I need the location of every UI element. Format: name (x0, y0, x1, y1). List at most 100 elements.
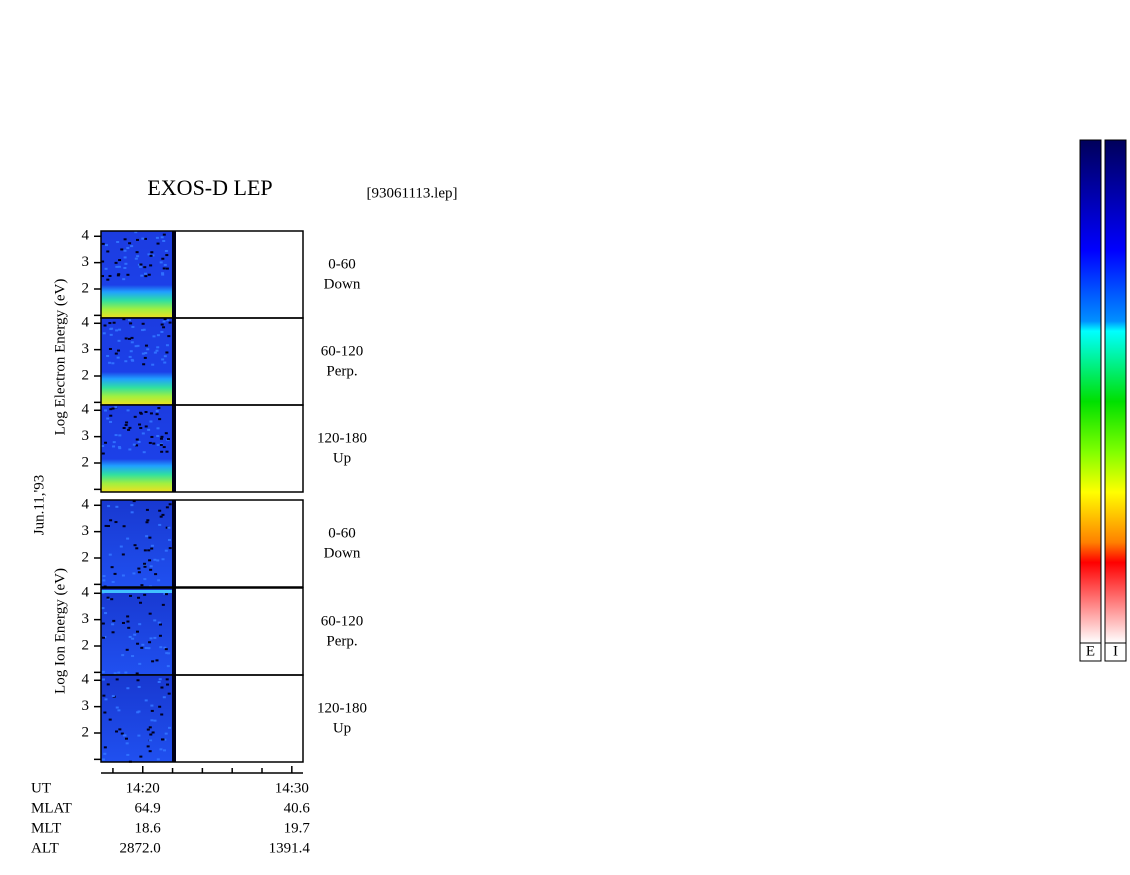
spectrogram-speckle (109, 408, 113, 411)
spectrogram-speckle (112, 445, 116, 448)
spectrogram-speckle (141, 352, 145, 355)
spectrogram-speckle (139, 755, 143, 758)
spectrogram-speckle (124, 360, 128, 363)
spectrogram-speckle (140, 584, 144, 587)
spectrogram-speckle (141, 322, 145, 325)
spectrogram-speckle (135, 438, 139, 441)
spectrogram-speckle (146, 745, 150, 748)
spectrogram-speckle (142, 363, 146, 366)
spectrogram-speckle (103, 746, 107, 749)
spectrogram-speckle (128, 355, 132, 358)
spectrogram-speckle (109, 519, 113, 522)
direction: Up (333, 720, 351, 736)
spectrogram-speckle (162, 233, 166, 236)
spectrogram-speckle (123, 266, 127, 269)
spectrogram-speckle (143, 266, 147, 269)
y-tick-label: 2 (82, 280, 90, 296)
spectrogram-speckle (111, 623, 115, 626)
spectrogram-speckle (137, 567, 141, 570)
spectrogram-speckle (129, 322, 133, 325)
spectrogram-speckle (142, 451, 146, 454)
spectrogram-speckle (153, 351, 157, 354)
spectrogram-speckle (160, 330, 164, 333)
orbit-value: 1391.4 (269, 840, 311, 856)
spectrogram-speckle (163, 738, 167, 741)
spectrogram-speckle (157, 621, 161, 624)
spectrogram-speckle (145, 521, 149, 524)
spectrogram-speckle (151, 660, 155, 663)
spectrogram-speckle (147, 273, 151, 276)
spectrogram-speckle (146, 348, 150, 351)
spectrogram-speckle (131, 325, 135, 328)
spectrogram-speckle (101, 622, 105, 625)
spectrogram-speckle (164, 549, 168, 552)
spectrogram-speckle (162, 267, 166, 270)
spectrogram-speckle (126, 620, 130, 623)
spectrogram-speckle (155, 236, 159, 239)
spectrogram-speckle (163, 318, 167, 321)
y-tick-label: 3 (82, 254, 90, 270)
panel-frame (100, 674, 304, 763)
spectrogram-speckle (145, 508, 149, 511)
spectrogram-speckle (136, 238, 140, 241)
spectrogram-speckle (114, 434, 118, 437)
orbit-label: MLAT (31, 800, 72, 816)
spectrogram-speckle (132, 443, 136, 446)
spectrogram-speckle (150, 704, 154, 707)
spectrogram-speckle (143, 564, 147, 567)
spectrogram-speckle (108, 322, 112, 325)
spectrogram-speckle (117, 349, 121, 352)
spectrogram-speckle (151, 363, 155, 366)
spectrogram-speckle (162, 326, 166, 329)
spectrogram-speckle (141, 643, 145, 646)
spectrogram-speckle (156, 559, 160, 562)
y-tick-label: 4 (82, 315, 90, 331)
spectrogram-speckle (137, 710, 141, 713)
spectrogram (101, 318, 172, 405)
spectrogram-speckle (156, 443, 160, 446)
spectrogram-speckle (121, 621, 125, 624)
spectrogram-speckle (165, 450, 169, 453)
spectrogram-speckle (111, 631, 115, 634)
spectrogram-speckle (164, 593, 168, 596)
spectrogram-speckle (136, 344, 140, 347)
file-name: [93061113.lep] (367, 185, 458, 201)
y-tick-label: 4 (82, 497, 90, 513)
spectrogram-speckle (145, 535, 149, 538)
spectrogram-speckle (153, 558, 157, 561)
spectrogram-speckle (114, 521, 118, 524)
spectrogram-speckle (135, 444, 139, 447)
spectrogram-speckle (147, 549, 151, 552)
spectrogram-speckle (125, 421, 129, 424)
spectrogram-speckle (160, 323, 164, 326)
spectrogram-speckle (120, 248, 124, 251)
spectrogram-band (101, 590, 172, 593)
spectrogram-speckle (143, 549, 147, 552)
spectrogram-speckle (101, 607, 105, 610)
spectrogram-speckle (159, 748, 163, 751)
spectrogram-speckle (123, 249, 127, 252)
spectrogram-speckle (147, 253, 151, 256)
spectrogram-speckle (128, 426, 132, 429)
data-gap (172, 675, 176, 762)
spectrogram-speckle (149, 637, 153, 640)
spectrogram-speckle (108, 553, 112, 556)
spectrogram (101, 500, 172, 587)
spectrogram-speckle (104, 267, 108, 270)
y-tick-label: 4 (82, 672, 90, 688)
spectrogram-speckle (146, 519, 150, 522)
spectrogram-speckle (135, 630, 139, 633)
spectrogram-speckle (134, 345, 138, 348)
spectrogram-speckle (160, 236, 164, 239)
spectrogram-speckle (157, 681, 161, 684)
spectrogram-speckle (126, 687, 130, 690)
spectrogram-speckle (143, 356, 147, 359)
data-gap (172, 405, 176, 492)
spectrogram-speckle (109, 414, 113, 417)
spectrogram-speckle (135, 251, 139, 254)
spectrogram-speckle (103, 324, 107, 327)
spectrogram-speckle (160, 435, 164, 438)
spectrogram-speckle (165, 678, 169, 681)
spectrogram-speckle (143, 593, 147, 596)
spectrogram-speckle (141, 329, 145, 332)
